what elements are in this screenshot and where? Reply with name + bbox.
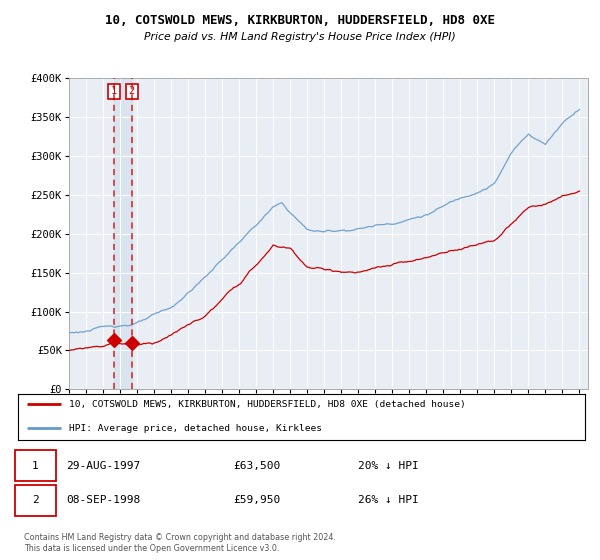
Text: 2: 2: [128, 86, 135, 96]
Point: [109, 335, 119, 344]
Point: [127, 338, 137, 347]
Text: 26% ↓ HPI: 26% ↓ HPI: [358, 495, 419, 505]
FancyBboxPatch shape: [15, 450, 56, 481]
Bar: [114, 78, 132, 389]
Text: 1: 1: [32, 460, 39, 470]
Text: £59,950: £59,950: [233, 495, 281, 505]
Text: 10, COTSWOLD MEWS, KIRKBURTON, HUDDERSFIELD, HD8 0XE: 10, COTSWOLD MEWS, KIRKBURTON, HUDDERSFI…: [105, 14, 495, 27]
FancyBboxPatch shape: [15, 485, 56, 516]
Text: Contains HM Land Registry data © Crown copyright and database right 2024.
This d: Contains HM Land Registry data © Crown c…: [24, 533, 336, 553]
Text: Price paid vs. HM Land Registry's House Price Index (HPI): Price paid vs. HM Land Registry's House …: [144, 32, 456, 43]
Text: 1: 1: [111, 86, 117, 96]
Text: £63,500: £63,500: [233, 460, 281, 470]
Text: 20% ↓ HPI: 20% ↓ HPI: [358, 460, 419, 470]
Text: HPI: Average price, detached house, Kirklees: HPI: Average price, detached house, Kirk…: [69, 423, 322, 433]
Text: 08-SEP-1998: 08-SEP-1998: [66, 495, 140, 505]
Text: 2: 2: [32, 495, 39, 505]
Text: 29-AUG-1997: 29-AUG-1997: [66, 460, 140, 470]
Text: 10, COTSWOLD MEWS, KIRKBURTON, HUDDERSFIELD, HD8 0XE (detached house): 10, COTSWOLD MEWS, KIRKBURTON, HUDDERSFI…: [69, 400, 466, 409]
